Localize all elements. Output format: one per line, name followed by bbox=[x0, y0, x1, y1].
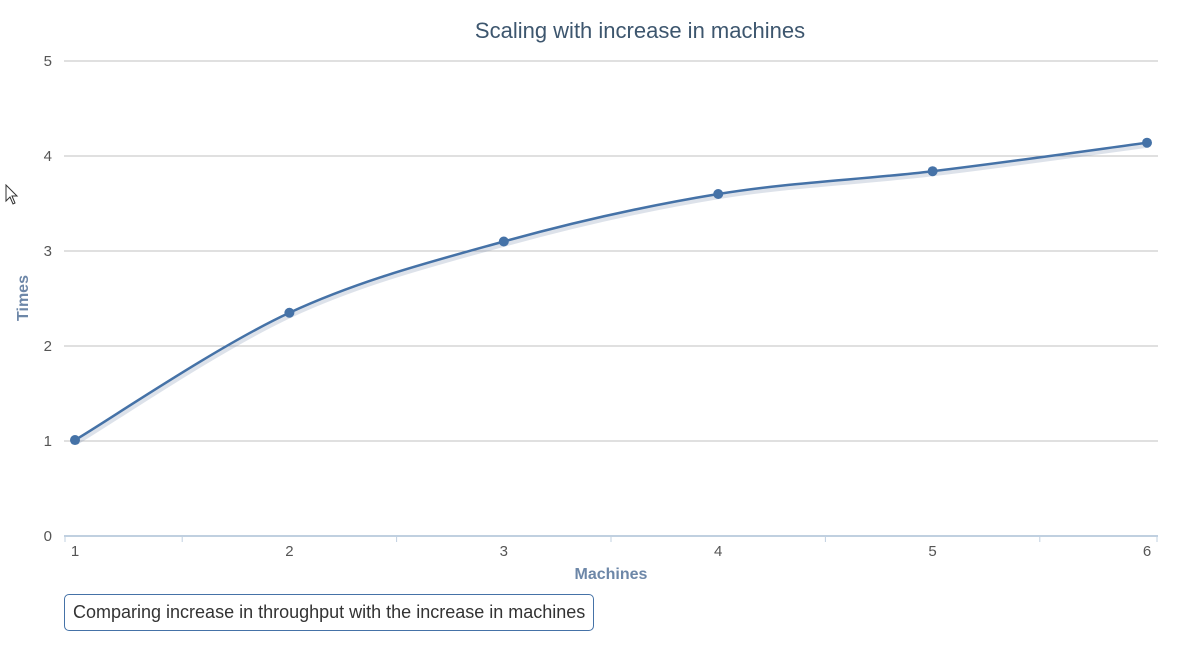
y-tick-label: 0 bbox=[44, 528, 52, 545]
data-point[interactable] bbox=[498, 236, 509, 247]
y-axis-title: Times bbox=[15, 275, 32, 321]
y-tick-label: 4 bbox=[44, 148, 52, 165]
data-point[interactable] bbox=[284, 307, 295, 318]
grid-lines bbox=[64, 60, 1158, 537]
x-tick-label: 2 bbox=[285, 543, 293, 560]
data-point[interactable] bbox=[713, 189, 724, 199]
x-tick-label: 1 bbox=[71, 543, 79, 560]
series-line bbox=[74, 141, 1148, 442]
y-tick-label: 5 bbox=[44, 53, 52, 70]
x-tick-label: 6 bbox=[1143, 543, 1151, 560]
series-group bbox=[70, 137, 1152, 446]
series-line-shadow bbox=[74, 141, 1149, 445]
data-point[interactable] bbox=[70, 435, 80, 446]
x-tick-label: 5 bbox=[928, 543, 936, 560]
x-axis-title: Machines bbox=[575, 566, 648, 583]
y-tick-label: 3 bbox=[44, 243, 52, 260]
y-tick-labels: 0 1 2 3 4 5 bbox=[44, 53, 52, 545]
x-tick-label: 3 bbox=[500, 543, 508, 560]
chart-caption: Comparing increase in throughput with th… bbox=[64, 594, 595, 631]
data-point[interactable] bbox=[1142, 137, 1152, 148]
y-tick-label: 1 bbox=[44, 433, 52, 450]
mouse-cursor-icon bbox=[5, 184, 19, 205]
data-point[interactable] bbox=[927, 166, 938, 177]
y-tick-label: 2 bbox=[44, 338, 52, 355]
x-tick-label: 4 bbox=[714, 543, 722, 560]
x-tick-labels: 1 2 3 4 5 6 bbox=[64, 536, 1158, 560]
chart-title: Scaling with increase in machines bbox=[475, 18, 805, 43]
